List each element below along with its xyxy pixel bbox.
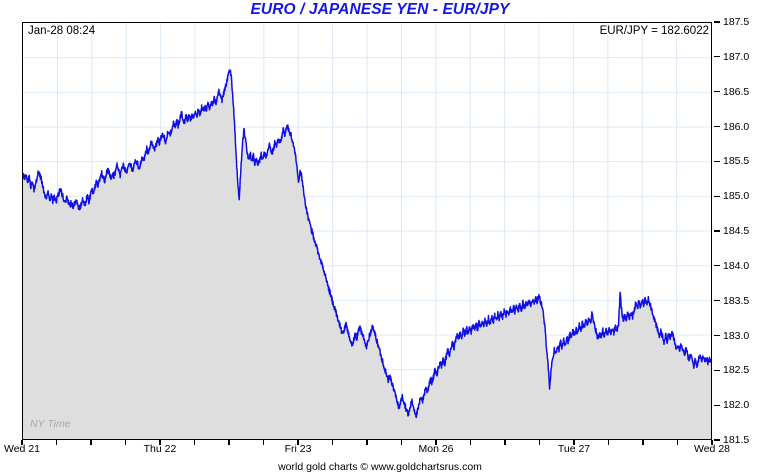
y-tick-label: 185.0 [723,190,750,203]
x-tick-mark [193,440,196,445]
x-tick-label: Thu 22 [143,443,177,455]
y-tick-label: 183.0 [723,329,750,342]
y-tick-mark [714,334,720,337]
y-tick-label: 183.5 [723,294,750,307]
x-tick-mark [297,440,299,445]
y-tick-mark [714,230,720,232]
y-tick-mark [714,439,720,441]
x-tick-label: Tue 27 [557,443,591,455]
x-tick-mark [504,440,506,445]
x-tick-label: Mon 26 [418,443,454,455]
x-tick-mark [573,440,575,445]
y-tick-label: 184.5 [723,225,750,237]
y-tick-mark [714,265,720,267]
y-tick-label: 186.0 [723,120,750,133]
page-title: EURO / JAPANESE YEN - EUR/JPY [250,1,510,18]
price-area-fill [23,70,711,439]
x-tick-mark [469,440,472,445]
x-tick-label: Fri 23 [284,443,312,455]
x-tick-mark [642,440,644,445]
y-tick-mark [714,300,720,302]
x-tick-mark [607,440,610,445]
y-tick-mark [714,21,720,23]
price-plot-svg [23,23,711,439]
x-tick-label: Wed 21 [4,443,40,455]
x-tick-mark [90,440,92,445]
x-tick-mark [159,440,161,445]
x-axis: Wed 21 Thu 22 Fri 23 Mon 26 Tue 27 Wed 28 [0,443,760,461]
y-tick-label: 182.0 [723,399,750,412]
x-tick-label: Wed 28 [694,443,730,455]
y-tick-mark [714,160,720,162]
x-tick-mark [331,440,334,445]
quote-label: EUR/JPY = 182.6022 [599,25,709,37]
y-tick-label: 187.5 [723,16,750,28]
y-tick-label: 187.0 [723,50,750,63]
x-tick-mark [676,440,679,445]
price-line [23,69,711,419]
timezone-watermark: NY Time [30,418,71,430]
x-tick-mark [55,440,58,445]
x-tick-mark [262,440,265,445]
x-tick-mark [711,440,713,445]
x-tick-mark [124,440,127,445]
y-tick-mark [714,91,720,93]
y-tick-mark [714,125,720,128]
y-tick-label: 185.5 [723,155,750,168]
y-axis: 181.5 182.0 182.5 183.0 183.5 184.0 184.5 185.0… [714,0,760,475]
y-tick-mark [714,369,720,371]
x-tick-mark [21,440,23,445]
x-tick-mark [228,440,230,445]
plot-area [22,22,712,440]
footer-credit: world gold charts © www.goldchartsrus.co… [278,461,482,473]
y-tick-mark [714,56,720,58]
x-tick-mark [400,440,403,445]
timestamp-label: Jan-28 08:24 [28,25,96,37]
y-tick-mark [714,195,720,197]
y-tick-mark [714,404,720,406]
y-tick-label: 186.5 [723,85,750,98]
x-tick-mark [538,440,541,445]
y-tick-label: 182.5 [723,364,750,377]
x-tick-mark [435,440,437,445]
x-tick-mark [366,440,368,445]
y-tick-label: 184.0 [723,259,750,272]
y-tick-label: 181.5 [723,434,750,446]
